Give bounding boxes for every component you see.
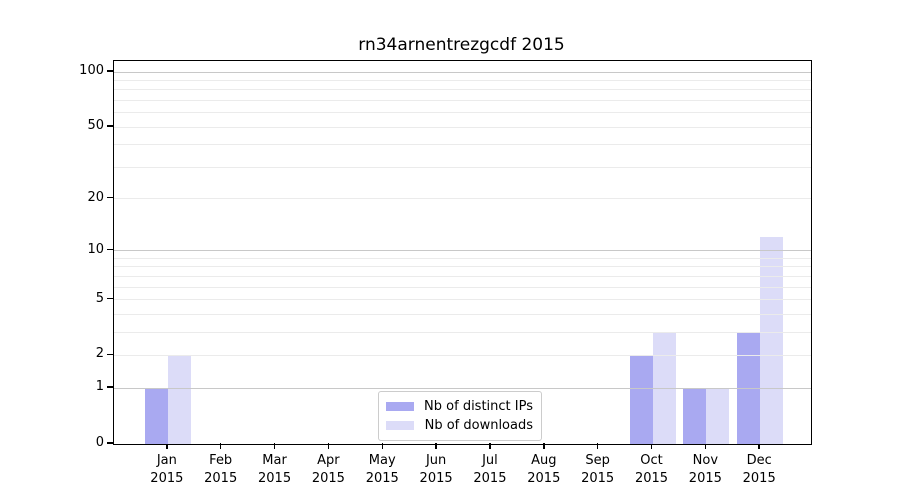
y-tick-label: 1 xyxy=(95,379,104,395)
y-tick-label: 5 xyxy=(95,290,104,306)
gridlines-layer xyxy=(114,61,811,444)
y-tick-mark xyxy=(107,297,113,300)
x-tick-mark xyxy=(435,443,437,449)
minor-gridline xyxy=(114,112,811,114)
x-tick-mark xyxy=(166,443,168,449)
x-tick-mark xyxy=(381,443,383,449)
x-tick-label: Jul 2015 xyxy=(473,453,507,486)
x-tick-label: Jun 2015 xyxy=(419,453,453,486)
minor-gridline xyxy=(114,144,811,146)
legend: Nb of distinct IPs Nb of downloads xyxy=(378,391,542,441)
minor-gridline xyxy=(114,266,811,268)
major-gridline xyxy=(114,250,811,252)
bar-distinct-ips-jan xyxy=(144,388,168,444)
minor-gridline xyxy=(114,354,811,356)
minor-gridline xyxy=(114,99,811,101)
minor-gridline xyxy=(114,126,811,128)
legend-swatch-downloads xyxy=(386,421,414,430)
bar-downloads-nov xyxy=(706,388,730,444)
y-tick-mark xyxy=(107,442,113,444)
x-tick-label: Sep 2015 xyxy=(581,453,615,486)
x-tick-label: May 2015 xyxy=(365,453,399,486)
y-tick-label: 0 xyxy=(95,435,104,450)
plot-area xyxy=(113,60,812,445)
bar-downloads-dec xyxy=(760,237,784,444)
x-tick-label: Jan 2015 xyxy=(150,453,184,486)
y-tick-mark xyxy=(107,125,113,127)
x-tick-mark xyxy=(596,443,599,449)
x-tick-label: Feb 2015 xyxy=(204,453,238,486)
x-tick-mark xyxy=(273,443,276,449)
y-tick-mark xyxy=(107,196,113,199)
minor-gridline xyxy=(114,79,811,81)
major-gridline xyxy=(114,387,811,389)
x-tick-mark xyxy=(219,443,222,449)
major-gridline xyxy=(114,71,811,73)
y-tick-label: 50 xyxy=(87,118,104,134)
y-tick-mark xyxy=(107,386,113,388)
x-tick-label: Aug 2015 xyxy=(527,453,561,486)
y-tick-mark xyxy=(107,353,113,356)
y-tick-mark xyxy=(107,70,113,72)
legend-item-distinct-ips: Nb of distinct IPs xyxy=(386,397,533,416)
minor-gridline xyxy=(114,257,811,259)
minor-gridline xyxy=(114,299,811,301)
x-tick-label: Apr 2015 xyxy=(311,453,345,486)
minor-gridline xyxy=(114,198,811,200)
y-tick-label: 100 xyxy=(79,63,104,78)
x-tick-label: Oct 2015 xyxy=(634,453,669,486)
legend-label-distinct-ips: Nb of distinct IPs xyxy=(424,399,533,414)
minor-gridline xyxy=(114,313,811,315)
y-tick-label: 20 xyxy=(87,189,104,205)
x-tick-label: Mar 2015 xyxy=(258,453,292,486)
y-tick-label: 10 xyxy=(87,241,104,257)
x-tick-mark xyxy=(758,443,760,449)
x-tick-label: Nov 2015 xyxy=(688,453,722,486)
bar-downloads-jan xyxy=(167,355,191,444)
legend-label-downloads: Nb of downloads xyxy=(424,418,533,433)
x-tick-mark xyxy=(704,443,707,449)
chart-title: rn34arnentrezgcdf 2015 xyxy=(358,35,565,55)
minor-gridline xyxy=(114,166,811,168)
x-tick-label: Dec 2015 xyxy=(742,453,776,486)
y-tick-mark xyxy=(107,248,113,251)
bar-distinct-ips-nov xyxy=(683,388,707,444)
x-tick-mark xyxy=(327,443,330,449)
minor-gridline xyxy=(114,331,811,333)
minor-gridline xyxy=(114,275,811,277)
legend-swatch-distinct-ips xyxy=(386,402,414,411)
x-tick-mark xyxy=(543,443,545,449)
bar-distinct-ips-oct xyxy=(629,355,653,444)
legend-item-downloads: Nb of downloads xyxy=(386,416,533,435)
minor-gridline xyxy=(114,286,811,288)
y-tick-label: 2 xyxy=(95,346,104,362)
x-tick-mark xyxy=(650,443,653,449)
minor-gridline xyxy=(114,89,811,91)
x-tick-mark xyxy=(489,443,491,449)
